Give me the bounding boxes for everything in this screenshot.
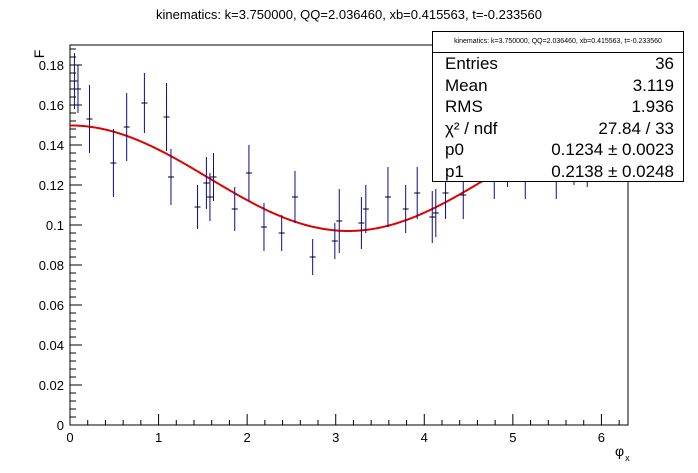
x-tick-label: 0 [66, 430, 73, 445]
stats-row-p0: p0 0.1234 ± 0.0023 [433, 139, 683, 161]
data-point [231, 187, 238, 231]
tick-labels: 0 1 2 3 4 5 6 0 0.02 0.04 0.06 0.08 0.1 0.12 0.14 0.16 0… [39, 58, 605, 445]
y-tick-label: 0.04 [39, 338, 64, 353]
x-tick-label: 3 [332, 430, 339, 445]
stats-value: 36 [655, 54, 674, 73]
stats-label: p1 [445, 161, 464, 181]
stats-label: Entries [445, 54, 498, 73]
stats-label: p0 [445, 140, 464, 159]
stats-row-p1: p1 0.2138 ± 0.0248 [433, 161, 683, 183]
y-tick-label: 0.16 [39, 98, 64, 113]
stats-value: 0.2138 ± 0.0248 [551, 161, 674, 181]
data-point [245, 145, 252, 201]
data-point [163, 83, 170, 151]
data-point [278, 215, 285, 251]
axis-ticks [69, 48, 620, 426]
x-axis-label-main: φ [615, 443, 624, 459]
stats-row-chi2: χ² / ndf 27.84 / 33 [433, 118, 683, 140]
data-point [203, 157, 210, 209]
x-tick-label: 6 [598, 430, 605, 445]
y-tick-label: 0.02 [39, 378, 64, 393]
data-point [432, 189, 439, 237]
data-point [123, 93, 130, 161]
y-tick-label: 0.1 [46, 218, 64, 233]
stats-value: 1.936 [631, 97, 674, 116]
data-point [86, 85, 93, 153]
x-tick-label: 5 [509, 430, 516, 445]
x-axis-label: φx [615, 443, 630, 463]
data-point [384, 167, 391, 227]
stats-label: χ² / ndf [445, 118, 498, 138]
x-axis-label-sub: x [625, 453, 630, 463]
data-point [429, 191, 436, 243]
data-point [260, 203, 267, 251]
stats-box: kinematics: k=3.750000, QQ=2.036460, xb=… [432, 31, 684, 182]
stats-value: 0.1234 ± 0.0023 [551, 140, 674, 159]
y-tick-label: 0.12 [39, 178, 64, 193]
data-point [402, 185, 409, 233]
data-point [414, 167, 421, 219]
stats-header: kinematics: k=3.750000, QQ=2.036460, xb=… [433, 32, 683, 53]
stats-label: RMS [445, 97, 483, 116]
stats-value: 27.84 / 33 [598, 118, 674, 138]
data-point [358, 197, 365, 249]
y-tick-label: 0.18 [39, 58, 64, 73]
data-point [291, 171, 298, 223]
y-tick-label: 0.14 [39, 138, 64, 153]
data-point [210, 153, 217, 201]
y-tick-label: 0.08 [39, 258, 64, 273]
data-point [309, 239, 316, 275]
x-tick-label: 2 [244, 430, 251, 445]
data-point [141, 73, 148, 133]
data-point [206, 173, 213, 221]
y-tick-label: 0.06 [39, 298, 64, 313]
data-point [194, 185, 201, 229]
stats-value: 3.119 [632, 75, 674, 95]
data-point [110, 129, 117, 197]
stats-row-entries: Entries 36 [433, 53, 683, 75]
data-point [336, 189, 343, 253]
y-tick-label: 0 [57, 418, 64, 433]
chart-title: kinematics: k=3.750000, QQ=2.036460, xb=… [156, 7, 542, 22]
y-axis-label: F [31, 50, 47, 59]
data-point [167, 149, 174, 205]
data-point [71, 53, 78, 109]
plot-frame [69, 44, 629, 426]
data-point [74, 65, 81, 113]
data-point [362, 185, 369, 233]
data-point [331, 223, 338, 259]
stats-row-mean: Mean 3.119 [433, 75, 683, 97]
stats-label: Mean [445, 75, 488, 95]
data-points [71, 53, 622, 275]
x-tick-label: 1 [155, 430, 162, 445]
stats-row-rms: RMS 1.936 [433, 96, 683, 118]
x-tick-label: 4 [421, 430, 428, 445]
